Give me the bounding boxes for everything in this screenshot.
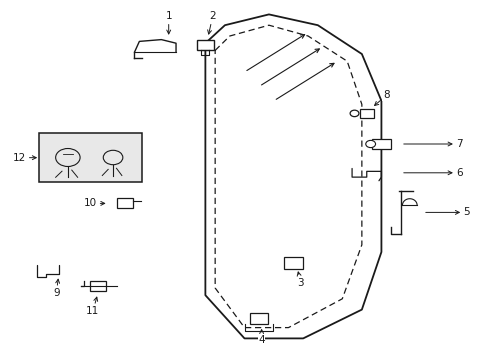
- Text: 3: 3: [297, 272, 304, 288]
- Bar: [371, 139, 390, 149]
- Bar: [359, 109, 373, 118]
- Text: 12: 12: [13, 153, 36, 163]
- Circle shape: [56, 148, 80, 166]
- Bar: [196, 40, 214, 50]
- Circle shape: [103, 150, 122, 165]
- Bar: [117, 198, 132, 208]
- Text: 1: 1: [165, 11, 172, 34]
- Text: 8: 8: [374, 90, 389, 105]
- Bar: [284, 257, 302, 269]
- Text: 9: 9: [53, 279, 60, 298]
- Bar: [39, 133, 142, 182]
- Text: 7: 7: [403, 139, 462, 149]
- Text: 10: 10: [84, 198, 104, 208]
- Circle shape: [349, 110, 358, 117]
- Circle shape: [365, 140, 375, 148]
- Text: 6: 6: [403, 168, 462, 178]
- Bar: [90, 281, 105, 291]
- Text: 11: 11: [86, 297, 100, 316]
- Text: 4: 4: [258, 330, 264, 345]
- Text: 2: 2: [207, 11, 216, 34]
- Bar: [250, 313, 267, 324]
- Text: 5: 5: [425, 207, 469, 217]
